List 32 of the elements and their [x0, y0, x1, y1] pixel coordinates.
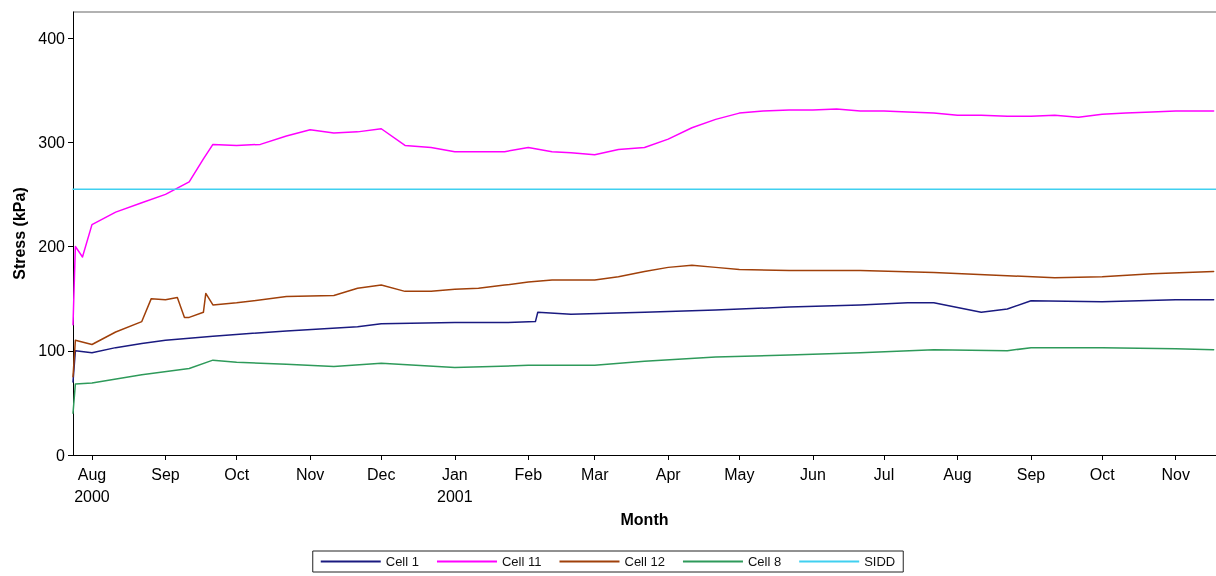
- x-tick-label: Oct: [224, 465, 250, 483]
- legend-label: Cell 1: [385, 554, 419, 569]
- x-tick-label: Nov: [295, 465, 325, 483]
- x-tick-label: Nov: [1161, 465, 1190, 483]
- x-axis-title: Month: [620, 511, 669, 529]
- line-series: [72, 298, 1215, 383]
- line-series: [72, 108, 1215, 326]
- y-axis-title: Stress (kPa): [10, 187, 28, 280]
- legend-label: SIDD: [864, 554, 896, 569]
- y-tick-label: 200: [38, 238, 66, 256]
- x-tick-label: Aug: [943, 465, 972, 483]
- y-tick-label: 0: [56, 446, 66, 464]
- y-tick-label: 100: [38, 342, 66, 360]
- x-tick-label: Aug 2000: [74, 465, 110, 505]
- x-tick-label: Dec: [367, 465, 396, 483]
- x-tick-label: Oct: [1089, 465, 1116, 483]
- x-tick-label: Mar: [580, 465, 610, 483]
- line-series: [72, 264, 1215, 378]
- legend-label: Cell 8: [747, 554, 782, 569]
- line-series: [72, 346, 1215, 415]
- legend-label: Cell 11: [501, 554, 542, 569]
- x-tick-label: Jun: [799, 465, 826, 483]
- x-tick-label: Feb: [514, 465, 543, 483]
- x-tick-label: Sep: [1016, 465, 1046, 483]
- legend-label: Cell 12: [624, 554, 665, 569]
- y-tick-label: 400: [38, 29, 66, 47]
- x-tick-label: Jul: [873, 465, 895, 483]
- x-tick-label: Apr: [655, 465, 682, 483]
- y-tick-label: 300: [38, 133, 66, 151]
- x-tick-label: Jan 2001: [436, 465, 473, 505]
- x-tick-label: May: [724, 465, 755, 483]
- x-tick-label: Sep: [151, 465, 180, 483]
